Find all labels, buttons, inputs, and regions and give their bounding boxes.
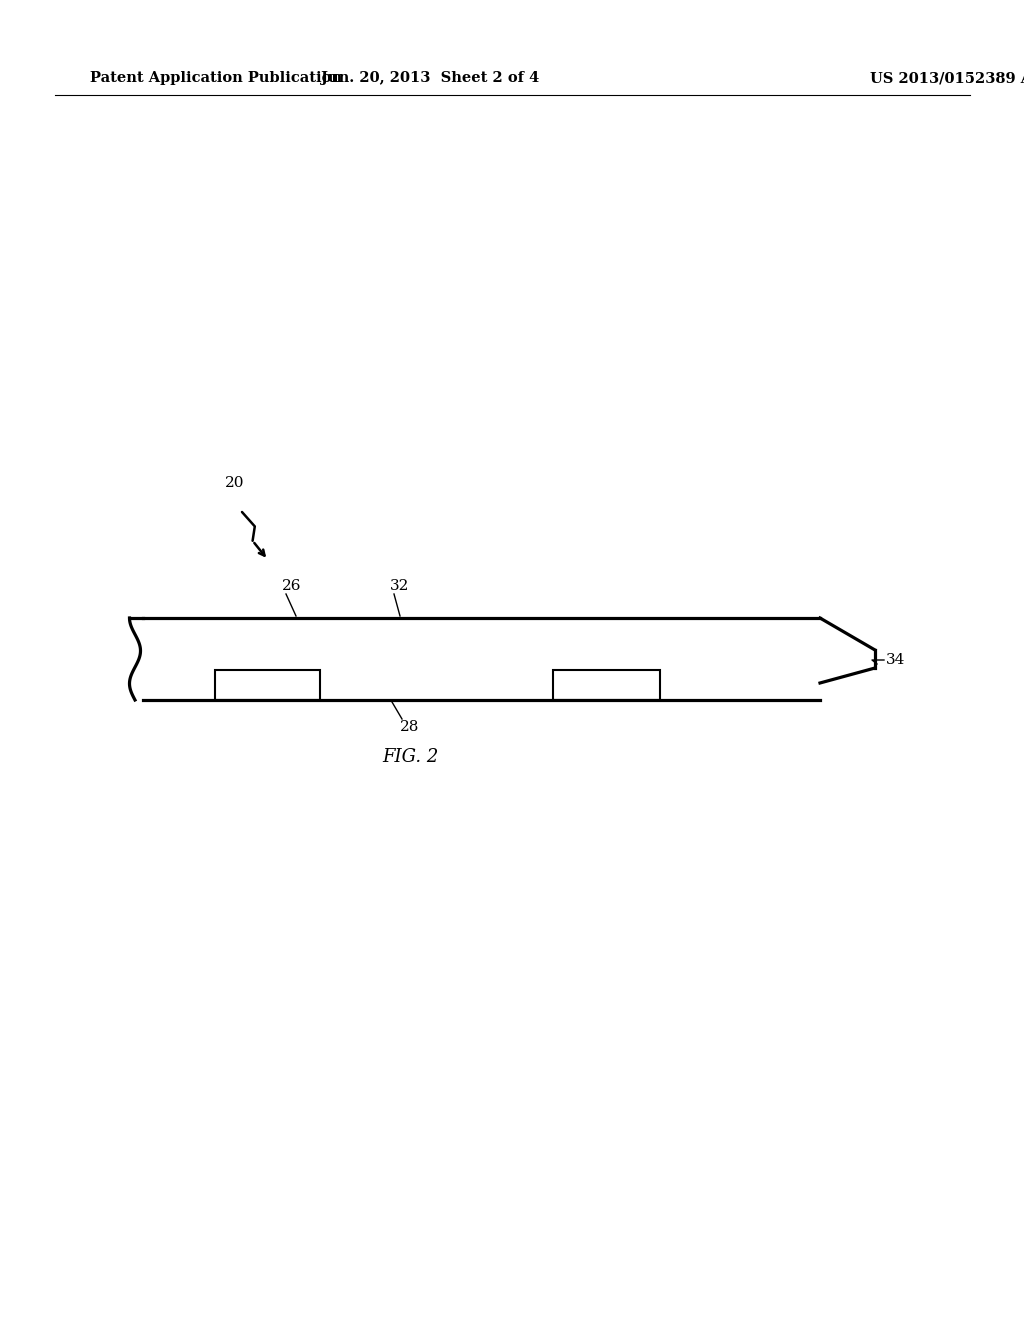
Text: 28: 28 xyxy=(400,719,420,734)
Text: FIG. 2: FIG. 2 xyxy=(382,748,438,766)
Bar xyxy=(215,671,319,700)
Text: Patent Application Publication: Patent Application Publication xyxy=(90,71,342,84)
Text: Jun. 20, 2013  Sheet 2 of 4: Jun. 20, 2013 Sheet 2 of 4 xyxy=(321,71,539,84)
Bar xyxy=(553,671,660,700)
Text: US 2013/0152389 A1: US 2013/0152389 A1 xyxy=(870,71,1024,84)
Text: 32: 32 xyxy=(390,579,410,593)
Text: 34: 34 xyxy=(886,653,905,667)
Text: 26: 26 xyxy=(282,579,301,593)
Text: 20: 20 xyxy=(225,477,245,490)
